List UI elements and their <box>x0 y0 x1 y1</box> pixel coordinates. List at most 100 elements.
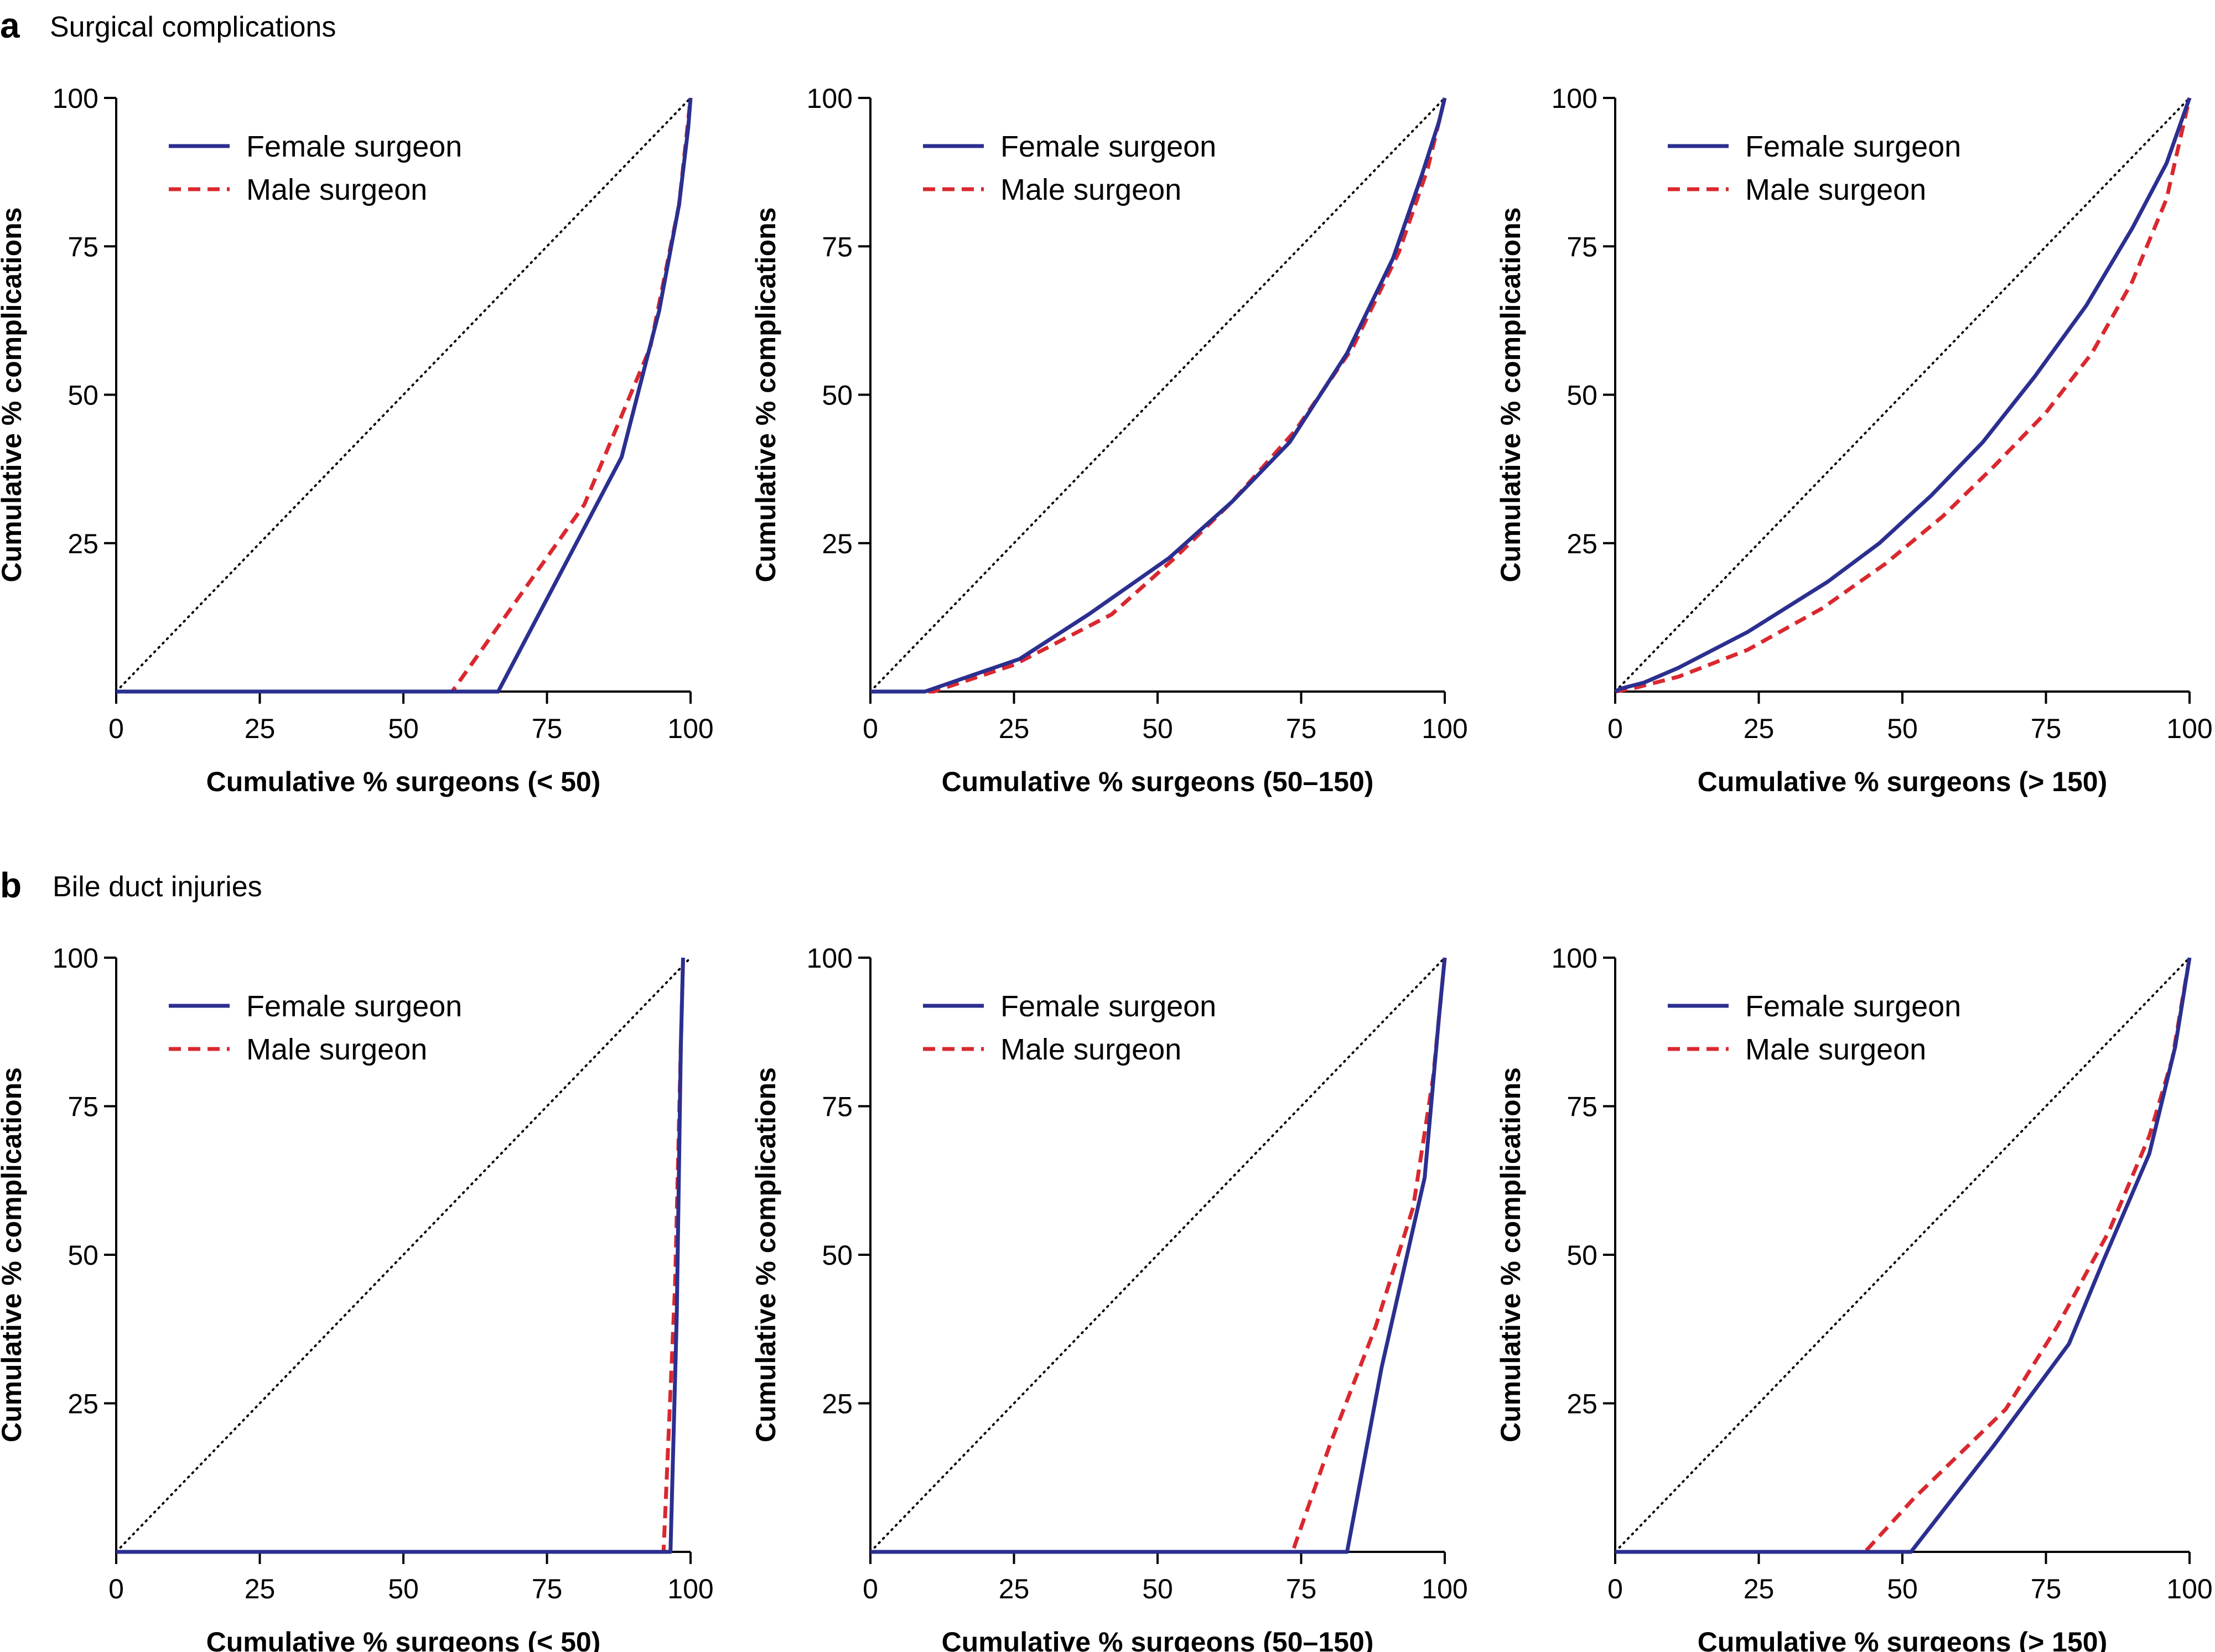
x-tick-label: 100 <box>2166 713 2212 744</box>
y-tick-label: 25 <box>1566 528 1597 559</box>
equality-diagonal-line <box>869 97 1446 693</box>
equality-diagonal-line <box>1614 97 2191 693</box>
x-axis-label: Cumulative % surgeons (< 50) <box>206 766 601 797</box>
y-tick-label: 100 <box>807 943 853 974</box>
female-surgeon-series-line <box>1615 957 2192 1554</box>
x-axis-label: Cumulative % surgeons (50–150) <box>942 1627 1374 1652</box>
y-tick-label: 25 <box>822 1389 853 1420</box>
x-tick-label: 100 <box>667 713 713 744</box>
y-tick-label: 50 <box>68 1240 98 1271</box>
x-tick-label: 100 <box>1422 1573 1467 1604</box>
chart-1: 0 25 50 75 100 25 50 75 100 Cumulative % surgeons… <box>0 83 714 797</box>
legend-male-label: Male surgeon <box>1745 1033 1926 1066</box>
chart-4: 0 25 50 75 100 25 50 75 100 Cumulative % surgeons… <box>0 943 714 1652</box>
y-tick-label: 75 <box>1566 231 1597 262</box>
y-axis-label: Cumulative % complications <box>750 207 781 583</box>
x-tick-label: 100 <box>667 1573 713 1604</box>
x-tick-label: 100 <box>2166 1573 2212 1604</box>
equality-diagonal-line <box>1614 957 2191 1553</box>
female-surgeon-series-line <box>870 957 1447 1554</box>
legend-female-label: Female surgeon <box>1000 130 1216 163</box>
x-tick-label: 75 <box>532 1573 563 1604</box>
x-tick-label: 0 <box>108 1573 124 1604</box>
x-tick-label: 25 <box>1744 1573 1775 1604</box>
y-tick-label: 50 <box>68 380 98 411</box>
x-axis-label: Cumulative % surgeons (50–150) <box>942 766 1374 797</box>
x-tick-label: 0 <box>863 713 878 744</box>
x-tick-label: 75 <box>2031 1573 2062 1604</box>
x-tick-label: 50 <box>1142 1573 1173 1604</box>
y-tick-label: 25 <box>68 1389 98 1420</box>
equality-diagonal-line <box>869 957 1446 1553</box>
y-tick-label: 75 <box>822 231 853 262</box>
y-tick-label: 75 <box>68 231 98 262</box>
y-tick-label: 25 <box>822 528 853 559</box>
x-tick-label: 75 <box>1286 1573 1317 1604</box>
y-axis-label: Cumulative % complications <box>1495 207 1526 583</box>
female-surgeon-series-line <box>116 957 685 1554</box>
y-tick-label: 50 <box>1566 380 1597 411</box>
x-tick-label: 25 <box>245 1573 276 1604</box>
equality-diagonal-line <box>115 957 692 1553</box>
chart-6: 0 25 50 75 100 25 50 75 100 Cumulative % surgeons… <box>1495 943 2213 1652</box>
legend-female-label: Female surgeon <box>246 130 462 163</box>
legend-male-label: Male surgeon <box>1000 1033 1181 1066</box>
legend-female-label: Female surgeon <box>246 990 462 1023</box>
x-axis-label: Cumulative % surgeons (< 50) <box>206 1627 601 1652</box>
x-tick-label: 25 <box>1744 713 1775 744</box>
x-axis-label: Cumulative % surgeons (> 150) <box>1698 1627 2108 1652</box>
y-tick-label: 100 <box>1552 943 1597 974</box>
x-tick-label: 50 <box>1887 713 1918 744</box>
x-tick-label: 0 <box>1607 713 1623 744</box>
x-axis-label: Cumulative % surgeons (> 150) <box>1698 766 2108 797</box>
legend-male-label: Male surgeon <box>1000 173 1181 206</box>
y-tick-label: 100 <box>807 83 853 114</box>
legend-female-label: Female surgeon <box>1745 990 1961 1023</box>
x-tick-label: 50 <box>388 1573 419 1604</box>
female-surgeon-series-line <box>1614 97 2192 694</box>
male-surgeon-series-line <box>870 97 1447 694</box>
equality-diagonal-line <box>115 97 692 693</box>
legend-male-label: Male surgeon <box>1745 173 1926 206</box>
y-tick-label: 100 <box>53 83 98 114</box>
y-axis-label: Cumulative % complications <box>0 207 27 583</box>
chart-5: 0 25 50 75 100 25 50 75 100 Cumulative % surgeons… <box>750 943 1468 1652</box>
female-surgeon-series-line <box>116 97 693 694</box>
x-tick-label: 75 <box>2031 713 2062 744</box>
x-tick-label: 100 <box>1422 713 1467 744</box>
x-tick-label: 75 <box>1286 713 1317 744</box>
y-tick-label: 100 <box>53 943 98 974</box>
y-axis-label: Cumulative % complications <box>1495 1067 1526 1442</box>
x-tick-label: 75 <box>532 713 563 744</box>
y-tick-label: 75 <box>1566 1092 1597 1123</box>
female-surgeon-series-line <box>870 97 1447 694</box>
y-tick-label: 75 <box>68 1092 98 1123</box>
y-axis-label: Cumulative % complications <box>750 1067 781 1442</box>
panel-a-letter: a <box>0 6 20 45</box>
x-tick-label: 25 <box>999 1573 1030 1604</box>
y-tick-label: 50 <box>1566 1240 1597 1271</box>
y-tick-label: 25 <box>1566 1389 1597 1420</box>
y-axis-label: Cumulative % complications <box>0 1067 27 1442</box>
chart-2: 0 25 50 75 100 25 50 75 100 Cumulative % surgeons… <box>750 83 1468 797</box>
y-tick-label: 25 <box>68 528 98 559</box>
x-tick-label: 50 <box>388 713 419 744</box>
x-tick-label: 0 <box>863 1573 878 1604</box>
x-tick-label: 25 <box>999 713 1030 744</box>
x-tick-label: 0 <box>108 713 124 744</box>
legend-male-label: Male surgeon <box>246 173 427 206</box>
x-tick-label: 50 <box>1142 713 1173 744</box>
chart-3: 0 25 50 75 100 25 50 75 100 Cumulative % surgeons… <box>1495 83 2213 797</box>
legend-female-label: Female surgeon <box>1745 130 1961 163</box>
y-tick-label: 50 <box>822 1240 853 1271</box>
panel-a-title: Surgical complications <box>50 11 336 43</box>
male-surgeon-series-line <box>1615 97 2192 694</box>
y-tick-label: 50 <box>822 380 853 411</box>
legend-male-label: Male surgeon <box>246 1033 427 1066</box>
x-tick-label: 0 <box>1607 1573 1623 1604</box>
charts-group: 0 25 50 75 100 25 50 75 100 Cumulative % surgeons… <box>0 83 2213 1652</box>
legend-female-label: Female surgeon <box>1000 990 1216 1023</box>
panel-b-title: Bile duct injuries <box>53 871 262 903</box>
panel-b-letter: b <box>0 865 22 905</box>
